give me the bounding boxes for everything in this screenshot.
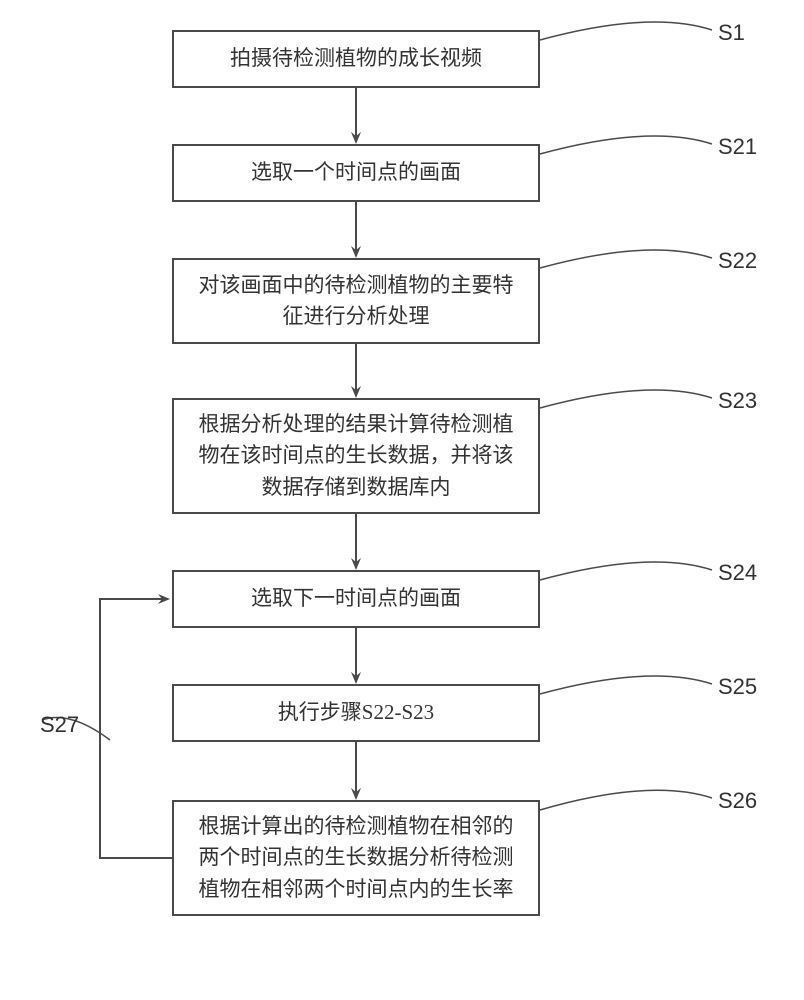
step-label-S24: S24	[718, 560, 757, 586]
flow-node-text: 选取一个时间点的画面	[251, 157, 461, 189]
step-label-S21: S21	[718, 134, 757, 160]
step-label-S1: S1	[718, 20, 745, 46]
step-label-S23: S23	[718, 388, 757, 414]
flow-node-n25: 执行步骤S22-S23	[172, 684, 540, 742]
flow-node-n1: 拍摄待检测植物的成长视频	[172, 30, 540, 88]
flow-node-text: 选取下一时间点的画面	[251, 583, 461, 615]
flow-node-n22: 对该画面中的待检测植物的主要特 征进行分析处理	[172, 258, 540, 344]
step-label-S27: S27	[40, 712, 79, 738]
flow-node-n21: 选取一个时间点的画面	[172, 144, 540, 202]
flow-node-text: 执行步骤S22-S23	[278, 697, 434, 729]
step-label-S22: S22	[718, 248, 757, 274]
flow-node-n24: 选取下一时间点的画面	[172, 570, 540, 628]
flow-node-text: 根据分析处理的结果计算待检测植 物在该时间点的生长数据，并将该 数据存储到数据库…	[199, 409, 514, 504]
step-label-S26: S26	[718, 788, 757, 814]
flowchart-canvas: 拍摄待检测植物的成长视频 S1 选取一个时间点的画面 S21 对该画面中的待检测植物的主…	[0, 0, 804, 1000]
flow-node-text: 根据计算出的待检测植物在相邻的 两个时间点的生长数据分析待检测 植物在相邻两个时…	[199, 811, 514, 906]
flow-node-n23: 根据分析处理的结果计算待检测植 物在该时间点的生长数据，并将该 数据存储到数据库…	[172, 398, 540, 514]
flow-node-text: 对该画面中的待检测植物的主要特 征进行分析处理	[199, 270, 514, 333]
flow-node-text: 拍摄待检测植物的成长视频	[230, 43, 482, 75]
step-label-S25: S25	[718, 674, 757, 700]
flow-node-n26: 根据计算出的待检测植物在相邻的 两个时间点的生长数据分析待检测 植物在相邻两个时…	[172, 800, 540, 916]
